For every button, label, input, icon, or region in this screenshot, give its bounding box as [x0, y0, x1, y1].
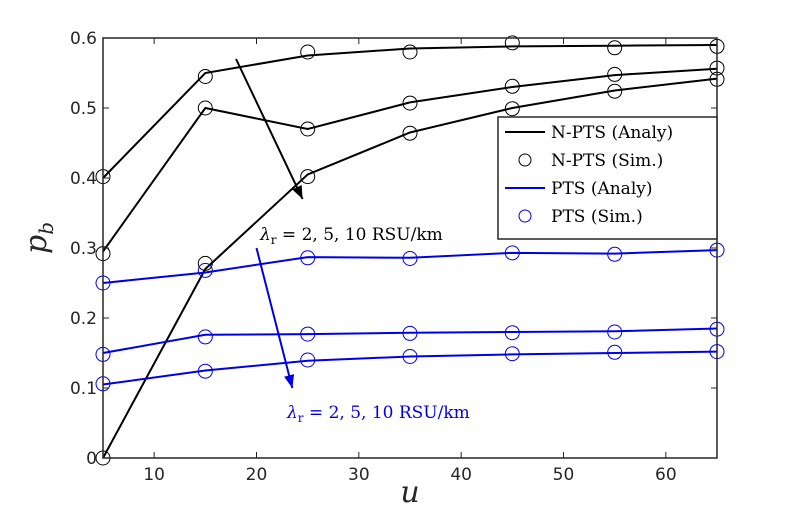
annotation-arrow-head-0 — [292, 185, 303, 199]
annotation-arrow-line-0 — [235, 58, 304, 200]
series-3-marker-2 — [300, 44, 316, 60]
legend-marker-pts-sim — [518, 209, 532, 223]
x-tick-label-5: 60 — [655, 465, 677, 485]
legend-label-pts-analy: PTS (Analy) — [551, 179, 653, 199]
annotation-arrow-head-1 — [284, 374, 295, 388]
series-5-marker-2 — [300, 169, 316, 185]
series-4-marker-1 — [197, 100, 213, 116]
series-11-marker-5 — [607, 344, 623, 360]
legend-label-pts-sim: PTS (Sim.) — [551, 207, 643, 227]
series-markers — [95, 35, 725, 466]
series-5-marker-3 — [402, 125, 418, 141]
x-tick-label-0: 10 — [143, 465, 165, 485]
series-9-marker-3 — [402, 251, 418, 266]
axes: 10 20 30 40 50 60 0 0.1 0.2 0.3 0.4 0.5 0.6 — [70, 29, 718, 485]
series-line-1 — [102, 67, 718, 253]
series-5-marker-5 — [607, 83, 623, 99]
y-tick-label-1: 0.1 — [70, 379, 97, 399]
series-lines — [102, 44, 718, 459]
x-tick-label-2: 30 — [348, 465, 370, 485]
series-line-8 — [102, 350, 718, 386]
series-11-marker-1 — [197, 363, 213, 379]
annotation-black-rest: = 2, 5, 10 RSU/km — [277, 225, 443, 245]
series-9-marker-2 — [300, 250, 316, 266]
annotation-black-sub: r — [271, 233, 277, 247]
series-line-7 — [102, 327, 718, 354]
series-4-marker-3 — [402, 95, 418, 111]
series-9-marker-5 — [607, 246, 623, 262]
y-axis-label-subscript: b — [34, 222, 58, 235]
legend: N-PTS (Analy) N-PTS (Sim.) PTS (Analy) P… — [497, 116, 718, 240]
legend-box — [497, 116, 718, 240]
series-4-marker-4 — [504, 78, 520, 94]
series-4-marker-5 — [607, 66, 623, 82]
annotation-blue-lambda: λ — [286, 403, 298, 423]
series-10-marker-4 — [504, 325, 520, 341]
series-9-marker-4 — [504, 245, 520, 261]
legend-label-npts-analy: N-PTS (Analy) — [551, 123, 673, 143]
y-tick-label-2: 0.2 — [70, 309, 97, 329]
x-axis-label: u — [400, 475, 419, 510]
series-10-marker-2 — [300, 326, 316, 342]
series-10-marker-3 — [402, 325, 418, 341]
series-4-marker-2 — [300, 121, 316, 137]
legend-marker-npts-sim — [518, 153, 532, 167]
series-3-marker-1 — [197, 69, 213, 84]
annotation-blue-rest: = 2, 5, 10 RSU/km — [304, 403, 470, 423]
annotation-lambda-blue: λr = 2, 5, 10 RSU/km — [286, 403, 470, 425]
x-tick-label-3: 40 — [450, 465, 472, 485]
x-tick-label-4: 50 — [553, 465, 575, 485]
y-tick-label-5: 0.5 — [70, 99, 97, 119]
annotation-lambda-black: λr = 2, 5, 10 RSU/km — [259, 225, 443, 247]
y-tick-label-4: 0.4 — [70, 169, 97, 189]
series-line-6 — [102, 249, 718, 284]
plot-frame — [102, 37, 718, 459]
x-tick-label-1: 20 — [246, 465, 268, 485]
series-9-marker-1 — [197, 262, 213, 278]
series-10-marker-5 — [607, 324, 623, 340]
series-3-marker-5 — [607, 40, 623, 56]
series-10-marker-1 — [197, 329, 213, 345]
series-line-0 — [102, 44, 718, 179]
series-3-marker-4 — [504, 35, 520, 51]
series-11-marker-3 — [402, 349, 418, 364]
series-3-marker-3 — [402, 44, 418, 60]
legend-label-npts-sim: N-PTS (Sim.) — [551, 151, 663, 171]
series-11-marker-2 — [300, 352, 316, 368]
annotation-arrow-line-1 — [255, 247, 294, 389]
y-tick-label-6: 0.6 — [70, 29, 97, 49]
annotation-black-lambda: λ — [259, 225, 271, 245]
annotation-blue-sub: r — [298, 411, 304, 425]
y-tick-label-0: 0 — [86, 449, 97, 469]
annotation-arrows — [235, 58, 304, 389]
y-tick-label-3: 0.3 — [70, 239, 97, 259]
series-11-marker-4 — [504, 346, 520, 362]
y-axis-label: pb — [19, 222, 58, 254]
series-5-marker-1 — [197, 255, 213, 271]
series-5-marker-4 — [504, 101, 520, 117]
series-line-2 — [102, 77, 718, 459]
